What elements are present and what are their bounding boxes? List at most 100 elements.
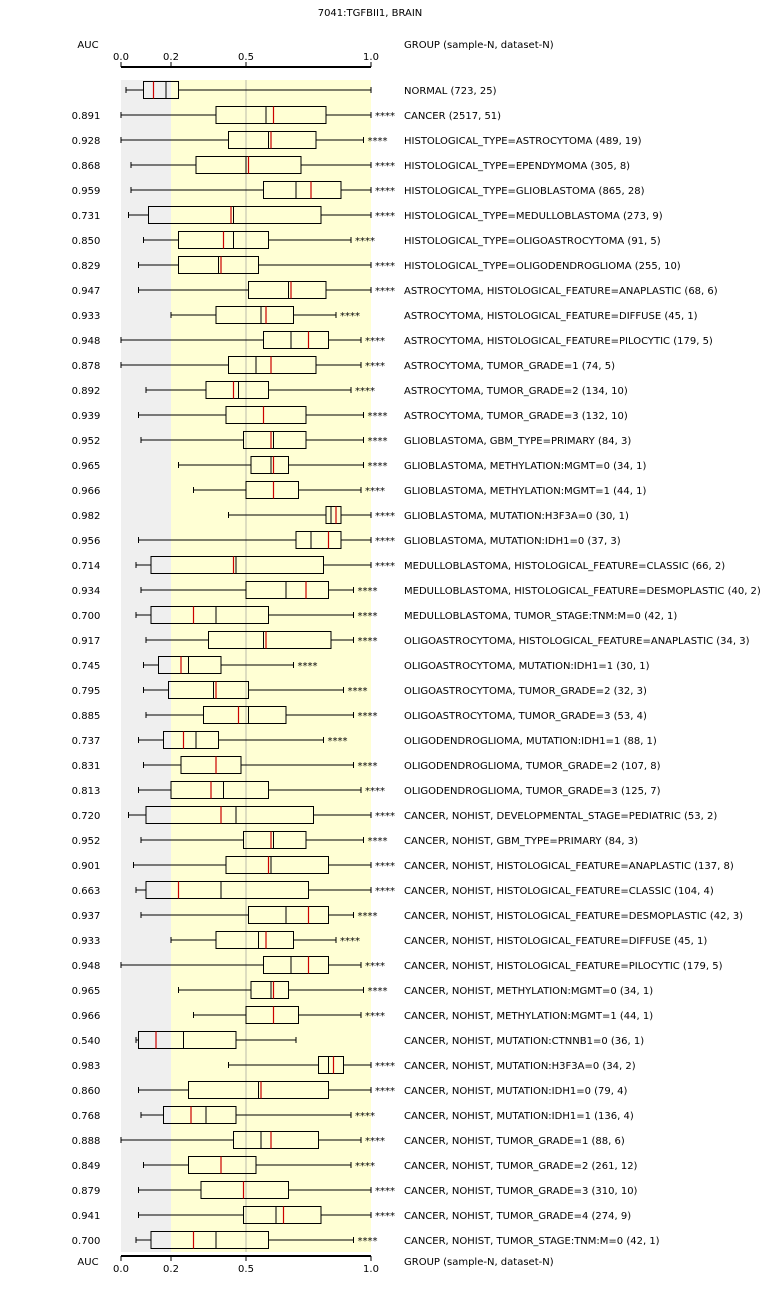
iqr-box [163, 1106, 237, 1124]
iqr-box [245, 481, 299, 499]
box-row: 0.813 **** OLIGODENDROGLIOMA, TUMOR_GRADE=… [72, 781, 661, 799]
significance-stars: **** [328, 736, 348, 747]
box-row: 0.934 **** MEDULLOBLASTOMA, HISTOLOGICAL_F… [72, 581, 761, 599]
significance-stars: **** [358, 586, 378, 597]
box-row: 0.948 **** CANCER, NOHIST, HISTOLOGICAL_FE… [72, 956, 723, 974]
significance-stars: **** [365, 336, 385, 347]
auc-value: 0.878 [72, 361, 101, 372]
group-header-bottom: GROUP (sample-N, dataset-N) [404, 1257, 554, 1268]
auc-value: 0.829 [72, 261, 101, 272]
auc-value: 0.901 [72, 861, 101, 872]
iqr-box [215, 306, 294, 324]
significance-stars: **** [358, 636, 378, 647]
iqr-box [228, 131, 317, 149]
significance-stars: **** [368, 136, 388, 147]
iqr-box [148, 206, 322, 224]
auc-value: 0.948 [72, 336, 101, 347]
box-row: 0.831 **** OLIGODENDROGLIOMA, TUMOR_GRADE=… [72, 756, 661, 774]
iqr-box [248, 906, 329, 924]
auc-value: 0.956 [72, 536, 101, 547]
group-label: GLIOBLASTOMA, MUTATION:H3F3A=0 (30, 1) [404, 511, 629, 522]
group-label: CANCER, NOHIST, DEVELOPMENTAL_STAGE=PEDI… [404, 811, 717, 822]
box-row: 0.933 **** ASTROCYTOMA, HISTOLOGICAL_FEATU… [72, 306, 698, 324]
iqr-box [168, 681, 249, 699]
auc-value: 0.868 [72, 161, 101, 172]
box-row: 0.795 **** OLIGOASTROCYTOMA, TUMOR_GRADE=2… [72, 681, 647, 699]
group-label: NORMAL (723, 25) [404, 86, 497, 97]
box-row: 0.952 **** CANCER, NOHIST, GBM_TYPE=PRIMAR… [72, 831, 638, 849]
auc-value: 0.737 [72, 736, 101, 747]
auc-value: 0.934 [72, 586, 101, 597]
iqr-box [145, 806, 314, 824]
auc-value: 0.850 [72, 236, 101, 247]
bottom-tick-label: 0.2 [163, 1264, 179, 1275]
significance-stars: **** [365, 961, 385, 972]
group-label: OLIGOASTROCYTOMA, TUMOR_GRADE=3 (53, 4) [404, 711, 647, 722]
box-row: 0.868 **** HISTOLOGICAL_TYPE=EPENDYMOMA (3… [72, 156, 630, 174]
iqr-box [228, 356, 317, 374]
group-label: MEDULLOBLASTOMA, TUMOR_STAGE:TNM:M=0 (42… [404, 611, 677, 622]
top-tick-label: 0.0 [113, 52, 129, 63]
top-axis: AUC GROUP (sample-N, dataset-N) 0.0 0.2 0.… [77, 40, 554, 68]
iqr-box [205, 381, 269, 399]
iqr-box [263, 956, 329, 974]
auc-value: 0.720 [72, 811, 101, 822]
box-row: 0.731 **** HISTOLOGICAL_TYPE=MEDULLOBLASTO… [72, 206, 663, 224]
box-row: NORMAL (723, 25) [125, 81, 497, 99]
iqr-box [295, 531, 342, 549]
box-row: 0.966 **** GLIOBLASTOMA, METHYLATION:MGMT=… [72, 481, 647, 499]
group-label: ASTROCYTOMA, HISTOLOGICAL_FEATURE=DIFFUS… [404, 311, 698, 322]
auc-value: 0.917 [72, 636, 101, 647]
box-row: 0.933 **** CANCER, NOHIST, HISTOLOGICAL_FE… [72, 931, 707, 949]
iqr-box [188, 1156, 257, 1174]
box-row: 0.966 **** CANCER, NOHIST, METHYLATION:MGM… [72, 1006, 653, 1024]
shaded-region-0 [121, 80, 171, 1252]
auc-value: 0.933 [72, 936, 101, 947]
iqr-box [245, 581, 329, 599]
significance-stars: **** [355, 1161, 375, 1172]
significance-stars: **** [355, 386, 375, 397]
box-row: 0.982 **** GLIOBLASTOMA, MUTATION:H3F3A=0 … [72, 506, 629, 524]
iqr-box [158, 656, 222, 674]
iqr-box [143, 81, 179, 99]
iqr-box [150, 1231, 269, 1249]
group-label: ASTROCYTOMA, TUMOR_GRADE=3 (132, 10) [404, 411, 628, 422]
group-label: ASTROCYTOMA, HISTOLOGICAL_FEATURE=PILOCY… [404, 336, 713, 347]
group-label: CANCER, NOHIST, TUMOR_GRADE=4 (274, 9) [404, 1211, 631, 1222]
auc-header-top: AUC [77, 40, 98, 51]
box-row: 0.928 **** HISTOLOGICAL_TYPE=ASTROCYTOMA (… [72, 131, 642, 149]
top-tick-label: 0.5 [238, 52, 254, 63]
significance-stars: **** [375, 1061, 395, 1072]
group-label: GLIOBLASTOMA, METHYLATION:MGMT=0 (34, 1) [404, 461, 647, 472]
significance-stars: **** [368, 461, 388, 472]
significance-stars: **** [375, 1211, 395, 1222]
box-row: 0.663 **** CANCER, NOHIST, HISTOLOGICAL_FE… [72, 881, 714, 899]
group-label: OLIGODENDROGLIOMA, MUTATION:IDH1=1 (88, … [404, 736, 657, 747]
significance-stars: **** [375, 211, 395, 222]
iqr-box [145, 881, 309, 899]
significance-stars: **** [375, 286, 395, 297]
group-label: OLIGODENDROGLIOMA, TUMOR_GRADE=2 (107, 8… [404, 761, 661, 772]
significance-stars: **** [375, 186, 395, 197]
box-rows: NORMAL (723, 25) 0.891 **** CANCER (2517, 5… [72, 81, 761, 1249]
significance-stars: **** [298, 661, 318, 672]
group-label: CANCER, NOHIST, MUTATION:CTNNB1=0 (36, 1… [404, 1036, 644, 1047]
group-label: GLIOBLASTOMA, GBM_TYPE=PRIMARY (84, 3) [404, 436, 631, 447]
auc-value: 0.663 [72, 886, 101, 897]
iqr-box [203, 706, 287, 724]
auc-value: 0.731 [72, 211, 101, 222]
iqr-box [263, 181, 342, 199]
auc-value: 0.768 [72, 1111, 101, 1122]
auc-value: 0.831 [72, 761, 101, 772]
group-label: OLIGOASTROCYTOMA, MUTATION:IDH1=1 (30, 1… [404, 661, 650, 672]
auc-value: 0.714 [72, 561, 101, 572]
significance-stars: **** [375, 536, 395, 547]
group-label: CANCER, NOHIST, TUMOR_STAGE:TNM:M=0 (42,… [404, 1236, 660, 1247]
group-label: CANCER, NOHIST, METHYLATION:MGMT=0 (34, … [404, 986, 653, 997]
iqr-box [180, 756, 242, 774]
auc-value: 0.941 [72, 1211, 101, 1222]
auc-value: 0.983 [72, 1061, 101, 1072]
auc-value: 0.966 [72, 486, 101, 497]
box-row: 0.901 **** CANCER, NOHIST, HISTOLOGICAL_FE… [72, 856, 734, 874]
auc-value: 0.795 [72, 686, 101, 697]
